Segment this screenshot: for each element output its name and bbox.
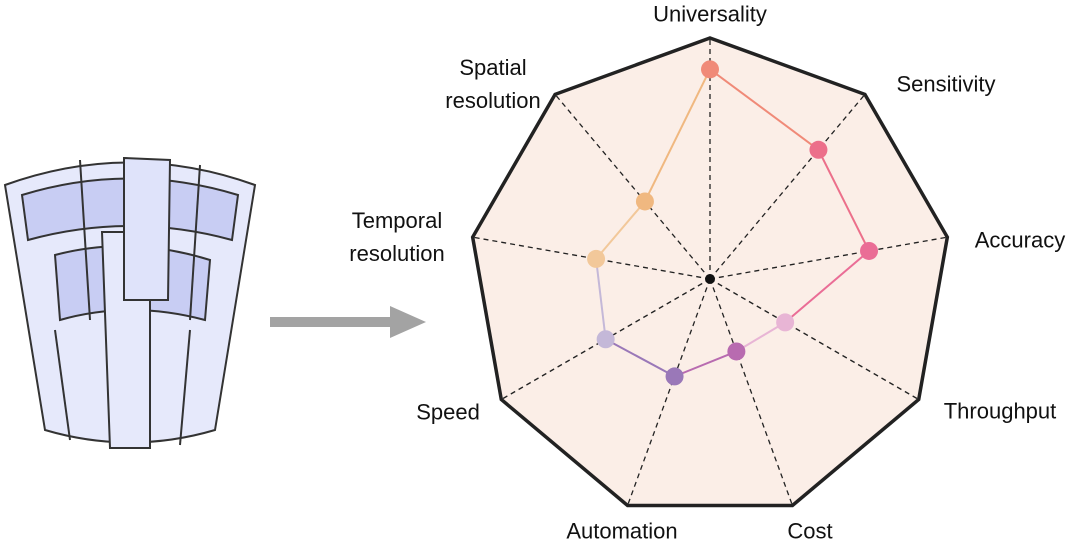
spoke <box>709 236 948 280</box>
axis-label: Automation <box>566 518 678 544</box>
radar-edge <box>817 149 870 252</box>
axis-label: Temporal resolution <box>349 208 445 266</box>
radar-frame <box>470 36 950 508</box>
radar-point <box>860 241 879 260</box>
axis-label: Speed <box>416 399 480 425</box>
radar-point <box>809 140 828 159</box>
spoke <box>554 93 711 280</box>
axis-label: Throughput <box>943 398 1057 424</box>
radar-edge <box>644 68 711 202</box>
radar-point <box>776 313 795 332</box>
center-dot <box>705 274 715 284</box>
radar-point <box>665 367 684 386</box>
radar-point <box>727 342 746 361</box>
radar-point <box>635 192 654 211</box>
radar-point <box>701 60 719 79</box>
radar-edge <box>784 250 870 324</box>
spoke <box>709 93 866 280</box>
radar-edge <box>595 200 646 260</box>
radar-edge <box>595 258 607 340</box>
radar-edge <box>674 350 737 378</box>
axis-label: Spatial resolution <box>445 55 541 113</box>
cup-illustration <box>3 156 257 449</box>
axis-label: Universality <box>653 1 767 27</box>
radar-edge <box>709 68 820 151</box>
radar-point <box>587 249 606 268</box>
radar-edge <box>735 321 786 353</box>
arrow <box>270 306 426 338</box>
spoke <box>709 278 794 506</box>
radar-edge <box>605 338 676 378</box>
axis-label: Sensitivity <box>896 71 996 97</box>
axis-label: Accuracy <box>974 227 1066 253</box>
radar-point <box>596 330 615 349</box>
axis-label: Cost <box>787 518 833 544</box>
spoke <box>626 278 711 506</box>
spoke <box>709 278 920 401</box>
